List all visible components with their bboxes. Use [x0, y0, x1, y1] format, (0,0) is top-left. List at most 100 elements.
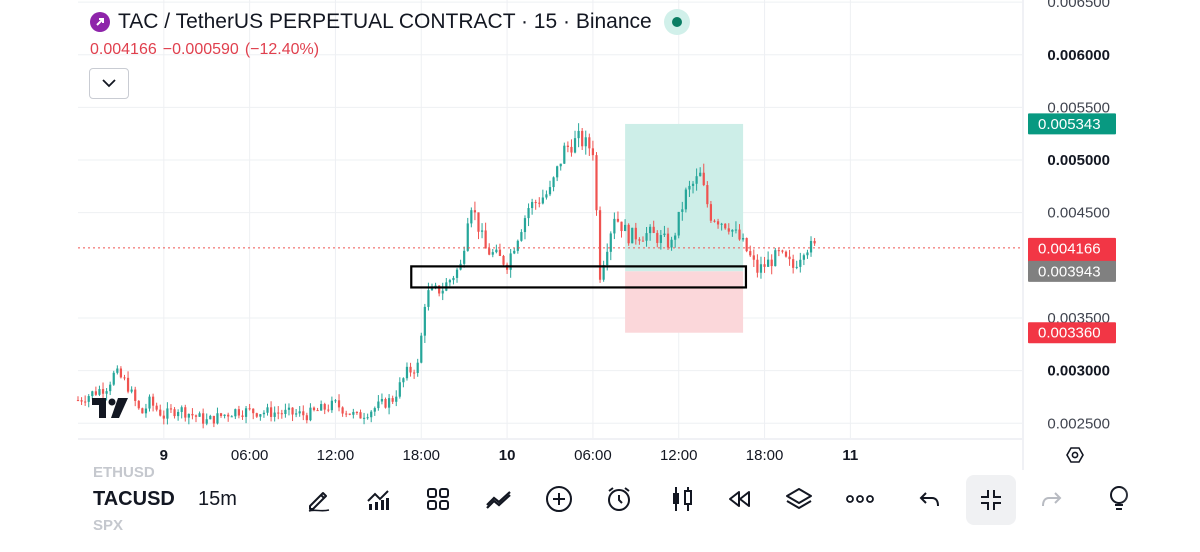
candle-body: [366, 417, 369, 419]
candle-body: [767, 259, 770, 267]
scale-settings-icon[interactable]: [1066, 447, 1084, 463]
candle-body: [380, 398, 384, 402]
candle-body: [638, 239, 641, 241]
candle-body: [699, 172, 702, 177]
collapse-legend-button[interactable]: [89, 68, 129, 99]
layouts-button[interactable]: [419, 480, 457, 518]
chart-type-button[interactable]: [663, 480, 701, 518]
candle-body: [731, 229, 734, 232]
add-button[interactable]: [540, 480, 578, 518]
more-button[interactable]: [841, 480, 879, 518]
candle-body: [631, 227, 634, 244]
candle-body: [395, 396, 398, 402]
indicators-button[interactable]: [359, 480, 397, 518]
candle-body: [688, 185, 691, 190]
candle-body: [320, 404, 323, 411]
interval-button[interactable]: 15m: [198, 488, 237, 510]
candle-body: [273, 412, 276, 417]
candle-body: [287, 407, 291, 410]
candle-body: [101, 389, 105, 394]
chevron-down-icon: [102, 79, 116, 88]
candle-body: [509, 253, 512, 270]
candle-body: [223, 414, 226, 416]
candle-body: [413, 372, 416, 374]
candle-body: [538, 202, 541, 204]
time-tick-label: 18:00: [746, 447, 784, 464]
candle-body: [438, 285, 441, 294]
market-status-icon[interactable]: [663, 9, 690, 35]
stop-zone: [625, 271, 744, 333]
symbol-switcher[interactable]: TACUSD: [93, 488, 175, 510]
candle-body: [581, 130, 584, 147]
candle-body: [681, 209, 684, 212]
stop-price-tag: 0.003360: [1038, 325, 1101, 342]
exit-fullscreen-button[interactable]: [966, 475, 1016, 525]
candle-body: [609, 233, 612, 252]
candle-body: [370, 411, 373, 418]
candle-body: [441, 290, 444, 294]
candle-body: [151, 396, 155, 406]
alert-button[interactable]: [600, 480, 638, 518]
price-change: −0.000590: [162, 41, 239, 58]
candle-body: [362, 417, 366, 419]
candle-body: [230, 416, 233, 418]
time-tick-label: 12:00: [660, 447, 698, 464]
replay-button[interactable]: [720, 480, 758, 518]
candle-body: [645, 233, 648, 241]
candle-body: [216, 413, 219, 424]
layers-button[interactable]: [780, 480, 818, 518]
time-tick-label: 18:00: [402, 447, 440, 464]
candle-body: [266, 407, 269, 413]
candle-body: [709, 204, 713, 221]
price-tick-label: 0.002500: [1047, 415, 1110, 432]
candle-body: [774, 250, 777, 267]
next-symbol[interactable]: SPX: [93, 517, 124, 534]
candle-body: [602, 265, 605, 280]
compare-button[interactable]: [480, 480, 518, 518]
layers-icon: [786, 488, 812, 510]
candle-body: [649, 226, 652, 234]
candle-body: [327, 409, 330, 411]
candle-body: [641, 240, 645, 242]
redo-button[interactable]: [1032, 480, 1070, 518]
candle-body: [488, 248, 491, 255]
candle-body: [144, 408, 148, 414]
undo-button[interactable]: [911, 480, 949, 518]
candle-body: [384, 398, 387, 408]
candle-body: [423, 306, 426, 336]
candle-body: [598, 210, 602, 280]
candle-body: [255, 413, 258, 417]
previous-symbol[interactable]: ETHUSD: [93, 464, 155, 481]
candle-body: [119, 368, 123, 378]
candle-body: [588, 137, 591, 149]
candle-body: [166, 408, 169, 419]
candle-body: [269, 407, 273, 417]
candle-body: [759, 264, 763, 273]
candle-body: [405, 366, 409, 379]
price-chart[interactable]: 0.006500 0.006000 0.005500 0.005000 0.004500…: [0, 0, 1200, 470]
candle-body: [116, 368, 119, 373]
candle-body: [355, 411, 359, 413]
drawing-tool-button[interactable]: [300, 480, 338, 518]
candle-body: [706, 185, 709, 205]
candle-body: [305, 415, 308, 421]
time-tick-label: 11: [842, 447, 858, 464]
candle-body: [105, 391, 108, 394]
candle-body: [341, 407, 344, 414]
candle-body: [702, 172, 705, 186]
candle-body: [738, 229, 741, 240]
price-tick-label: 0.005000: [1047, 152, 1110, 169]
time-tick-label: 9: [160, 447, 168, 464]
candle-body: [137, 400, 140, 409]
candle-body: [566, 145, 569, 147]
price-tick-label: 0.006500: [1047, 0, 1110, 11]
candle-body: [244, 408, 248, 417]
candle-body: [720, 223, 723, 225]
target-price-tag: 0.005343: [1038, 116, 1101, 133]
price-change-percent: (−12.40%): [244, 41, 320, 58]
candle-body: [756, 259, 759, 273]
candle-body: [259, 414, 262, 417]
candle-body: [302, 411, 305, 416]
candle-body: [126, 377, 130, 392]
